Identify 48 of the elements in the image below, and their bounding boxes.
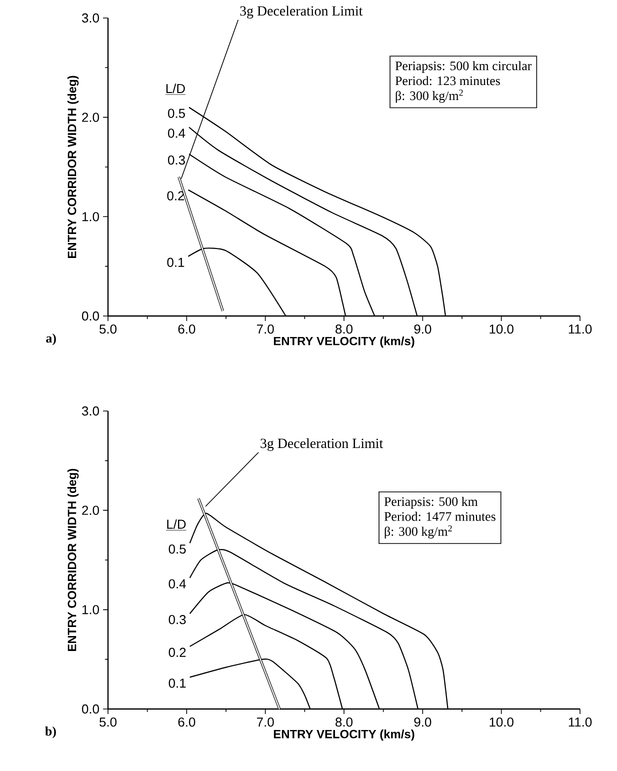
x-tick-label: 10.0 [490, 324, 514, 334]
x-axis-title: ENTRY VELOCITY (km/s) [274, 730, 414, 741]
x-tick-label: 5.0 [100, 324, 117, 334]
annotation: Periapsis: 500 km circular [395, 61, 532, 73]
y-tick-label: 2.0 [82, 112, 99, 122]
y-tick-label: 0.0 [82, 311, 99, 321]
series-label: 0.3 [168, 615, 186, 624]
legend-label: 0.5 [168, 108, 185, 118]
annotation: 3g Deceleration Limit [240, 6, 363, 19]
x-tick-label: 6.0 [178, 324, 196, 334]
series-label: 0.1 [168, 678, 186, 688]
x-tick-label: 8.0 [336, 324, 353, 334]
y-axis-title: ENTRY CORRIDOR WIDTH (deg) [67, 76, 79, 258]
x-tick-label: 7.0 [257, 717, 274, 727]
text: b) [45, 726, 56, 738]
series-label: 0.1 [167, 258, 184, 267]
x-tick-label: 6.0 [178, 717, 196, 727]
series-label: 0.4 [168, 579, 186, 588]
series-label: 0.2 [168, 648, 186, 657]
x-tick-label: 11.0 [568, 324, 592, 334]
annotation: Period: 1477 minutes [384, 512, 496, 521]
annotation: β: 300 kg/m$^{2}$ [384, 525, 452, 539]
x-axis-title: ENTRY VELOCITY (km/s) [274, 336, 414, 348]
y-tick-label: 3.0 [82, 13, 99, 23]
annotation: Periapsis: 500 km [384, 496, 478, 509]
y-tick-label: 1.0 [82, 605, 99, 614]
annotation: β: 300 kg/m$^{2}$ [396, 90, 463, 103]
legend-title: L/D [166, 84, 185, 94]
annotation: 3g Deceleration Limit [260, 438, 384, 451]
y-axis-title: ENTRY CORRIDOR WIDTH (deg) [67, 468, 79, 651]
series-label: 0.4 [168, 128, 186, 138]
y-tick-label: 1.0 [82, 212, 99, 222]
series-label: 0.3 [168, 155, 185, 165]
text: a) [46, 334, 56, 346]
x-tick-label: 9.0 [414, 324, 432, 334]
x-tick-label: 9.0 [414, 717, 432, 727]
legend-label: 0.5 [168, 544, 186, 554]
y-tick-label: 3.0 [82, 406, 99, 416]
legend-title: L/D [167, 519, 186, 529]
x-tick-label: 8.0 [336, 717, 353, 727]
x-tick-label: 11.0 [568, 717, 592, 727]
x-tick-label: 7.0 [257, 324, 274, 334]
annotation: Period: 123 minutes [395, 76, 500, 86]
x-tick-label: 10.0 [490, 717, 514, 727]
y-tick-label: 2.0 [82, 506, 99, 515]
x-tick-label: 5.0 [100, 717, 117, 727]
y-tick-label: 0.0 [82, 704, 99, 714]
series-label: 0.2 [167, 191, 184, 200]
